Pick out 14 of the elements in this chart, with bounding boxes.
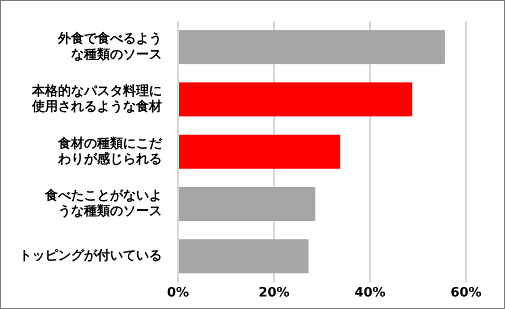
bar xyxy=(179,82,412,116)
y-tick-label: トッピングが付いている xyxy=(19,248,162,264)
y-tick-label: 外食で食べるような種類のソース xyxy=(57,32,162,62)
bar xyxy=(179,239,309,274)
x-tick-label: 60% xyxy=(450,286,482,301)
bar xyxy=(179,30,445,64)
bar xyxy=(179,134,340,169)
y-tick-label: 食べたことがないような種類のソース xyxy=(44,188,162,220)
x-tick-label: 40% xyxy=(354,286,386,301)
bar xyxy=(179,186,316,221)
y-tick-label: 本格的なパスタ料理に使用されるような食材 xyxy=(31,84,162,115)
x-tick-label: 20% xyxy=(258,286,290,301)
x-tick-label: 0% xyxy=(166,286,190,301)
y-tick-label: 食材の種類にこだわりが感じられる xyxy=(57,136,163,167)
